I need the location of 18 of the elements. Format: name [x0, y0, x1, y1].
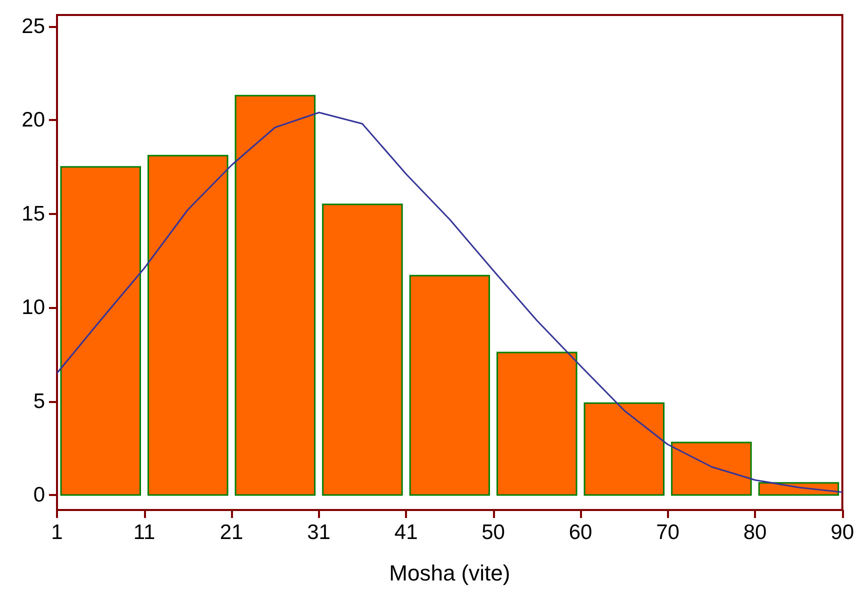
- y-tick-label: 15: [22, 202, 45, 226]
- y-tick-label: 10: [22, 296, 45, 319]
- y-tick-label: 20: [22, 108, 45, 132]
- x-tick-label: 31: [307, 521, 330, 544]
- x-tick-label: 60: [568, 521, 592, 544]
- x-axis-title: Mosha (vite): [389, 560, 510, 586]
- y-tick-label: 5: [33, 390, 45, 413]
- x-tick-label: 41: [394, 521, 418, 544]
- x-tick-label: 50: [482, 521, 505, 544]
- x-tick-label: 70: [656, 521, 680, 544]
- x-tick-label: 21: [220, 521, 244, 544]
- x-tick-label: 11: [133, 521, 156, 544]
- x-tick-label: 80: [743, 521, 767, 544]
- y-tick-label: 25: [22, 14, 45, 38]
- line-series: [56, 112, 844, 493]
- y-tick-label: 0: [33, 484, 45, 506]
- x-tick-label: 90: [830, 521, 854, 544]
- x-tick-label: 1: [51, 521, 63, 544]
